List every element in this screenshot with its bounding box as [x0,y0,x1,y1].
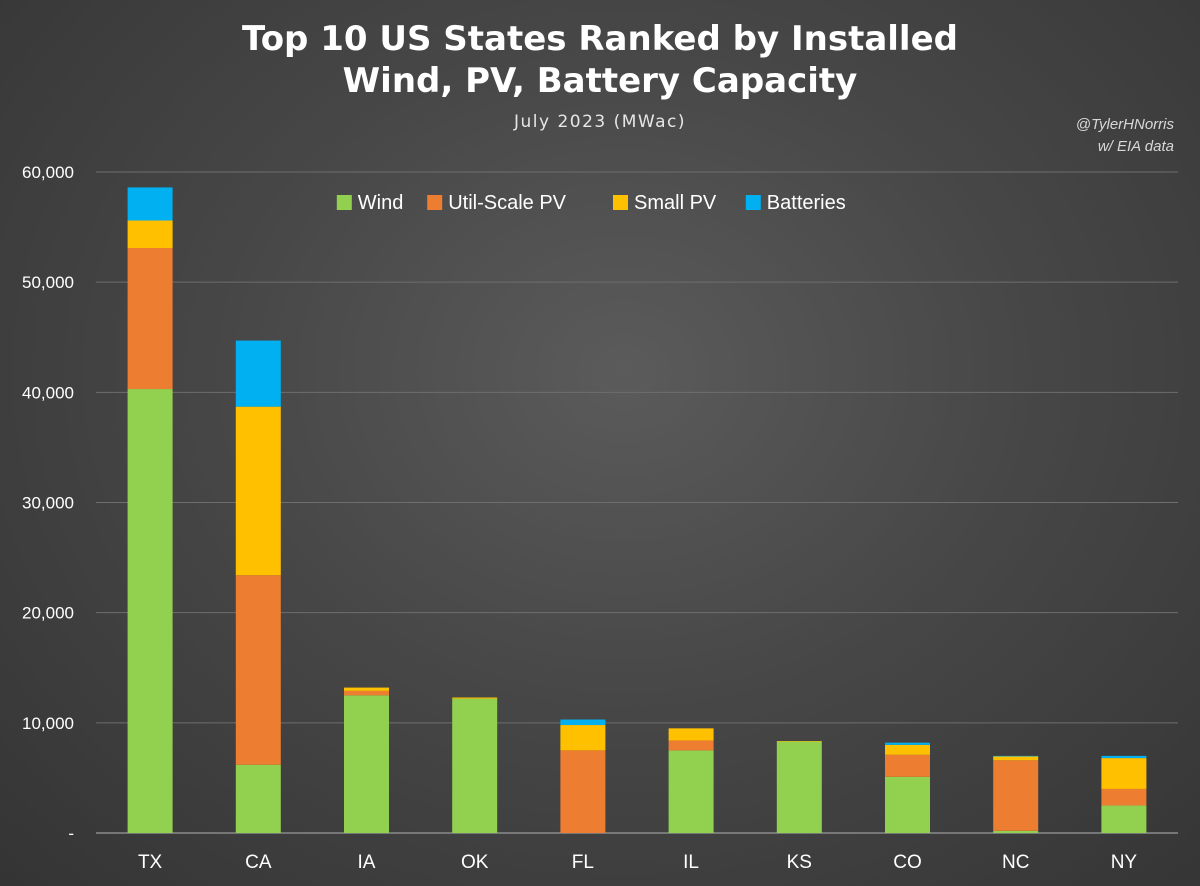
title-block: Top 10 US States Ranked by Installed Win… [0,18,1200,132]
bar-segment [885,744,930,755]
bar-segment [235,575,281,765]
x-tick-label: TX [138,852,163,873]
y-tick-label: 60,000 [22,163,74,182]
legend-swatch [336,195,352,210]
legend-swatch [745,195,761,210]
bar-segment [1101,758,1147,789]
bar-segment [993,830,1039,833]
credit: @TylerHNorris w/ EIA data [1076,114,1174,158]
chart-subtitle: July 2023 (MWac) [513,112,687,132]
x-tick-label: NY [1111,852,1138,873]
chart-title-line-2: Wind, PV, Battery Capacity [342,61,858,101]
legend-label: Small PV [634,192,717,214]
legend-swatch [613,195,628,210]
y-tick-label: - [68,824,74,843]
x-axis: TX CA IA OK FL IL KS CO NC NY [138,852,1137,873]
bar-segment [560,719,606,726]
y-tick-label: 40,000 [22,383,74,402]
bar-segment [885,776,930,833]
bar-segment [885,754,930,777]
credit-source: w/ EIA data [1097,138,1174,155]
bar-segment [1101,755,1147,759]
x-tick-label: CA [245,852,272,873]
bar-segment [452,697,498,699]
bar-segment [1101,788,1147,806]
x-tick-label: NC [1002,852,1029,873]
bar-segment [776,741,822,833]
bar-segment [127,187,173,221]
bar-segment [127,248,173,390]
bar-segment [993,755,1039,757]
bar-segment [668,750,714,833]
credit-author: @TylerHNorris [1075,116,1174,133]
bar-segment [668,740,714,751]
bar-segment [127,389,173,833]
bar-segment [1101,805,1147,833]
bar-segment [993,756,1039,761]
bar-segment [993,760,1039,831]
bar-segment [344,687,389,691]
y-tick-label: 10,000 [22,714,74,733]
x-tick-label: OK [461,852,489,873]
legend-label: Wind [358,192,404,214]
bar-segment [776,741,822,742]
bar-segment [560,725,606,751]
y-tick-label: 50,000 [22,273,74,292]
x-tick-label: FL [572,852,594,873]
bar-segment [452,698,498,833]
bar-segment [668,728,714,741]
legend: Wind Util-Scale PV Small PV Batteries [336,192,846,214]
x-tick-label: IA [358,852,376,873]
legend-label: Util-Scale PV [448,192,566,214]
x-tick-label: CO [893,852,922,873]
bar-segment [235,764,281,833]
bar-segment [127,220,173,249]
bar-segment [235,340,281,407]
bar-segment [885,742,930,745]
y-axis: - 10,000 20,000 30,000 40,000 50,000 60,000 [22,163,74,843]
bar-segment [344,690,389,696]
bars [127,187,1147,833]
y-tick-label: 20,000 [22,604,74,623]
legend-label: Batteries [767,192,846,214]
chart-title-line-1: Top 10 US States Ranked by Installed [242,19,958,59]
x-tick-label: KS [787,852,812,873]
bar-segment [560,750,606,833]
bar-segment [344,695,389,833]
x-tick-label: IL [683,852,699,873]
y-tick-label: 30,000 [22,494,74,513]
legend-swatch [427,195,443,210]
bar-segment [235,406,281,576]
